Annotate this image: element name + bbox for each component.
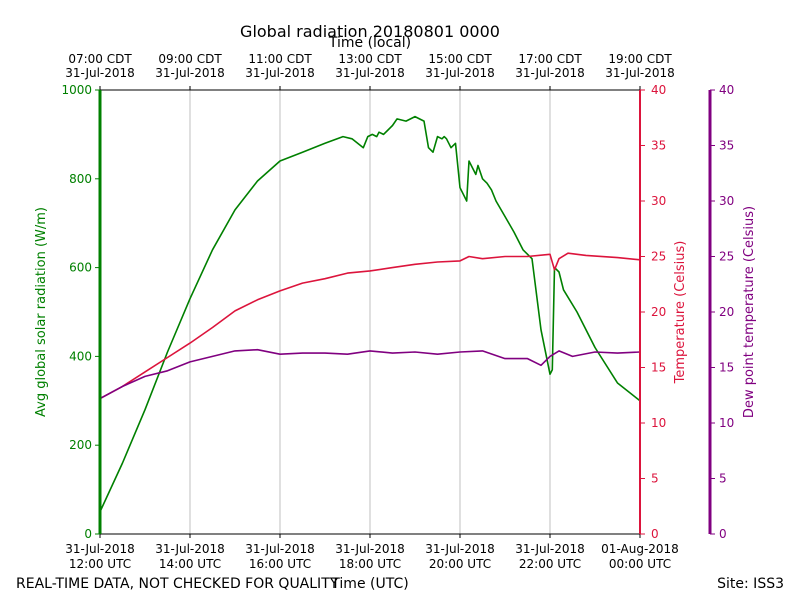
temperature-tick-label: 25 xyxy=(651,250,666,264)
bottom-tick-label: 31-Jul-2018 xyxy=(155,542,225,556)
temperature-tick-label: 35 xyxy=(651,139,666,153)
dewpoint-axis-label: Dew point temperature (Celsius) xyxy=(742,206,757,418)
radiation-tick-label: 200 xyxy=(69,438,92,452)
series-layer xyxy=(99,115,641,513)
dewpoint-tick-label: 30 xyxy=(719,194,734,208)
radiation-tick-label: 400 xyxy=(69,349,92,363)
dewpoint-tick-label: 15 xyxy=(719,361,734,375)
dewpoint-tick-label: 0 xyxy=(719,527,727,541)
top-tick-label: 19:00 CDT xyxy=(608,52,672,66)
top-tick-label: 11:00 CDT xyxy=(248,52,312,66)
temperature-line xyxy=(99,252,641,400)
bottom-tick-label: 31-Jul-2018 xyxy=(425,542,495,556)
grid xyxy=(189,90,551,534)
top-tick-label: 13:00 CDT xyxy=(338,52,402,66)
bottom-tick-label: 18:00 UTC xyxy=(339,557,401,571)
dewpoint-tick-label: 10 xyxy=(719,416,734,430)
dewpoint-tick-label: 25 xyxy=(719,250,734,264)
dewpoint-tick-label: 20 xyxy=(719,305,734,319)
top-tick-label: 09:00 CDT xyxy=(158,52,222,66)
bottom-tick-label: 31-Jul-2018 xyxy=(515,542,585,556)
bottom-tick-label: 31-Jul-2018 xyxy=(65,542,135,556)
bottom-tick-label: 01-Aug-2018 xyxy=(601,542,679,556)
top-tick-label: 31-Jul-2018 xyxy=(245,66,315,80)
radiation-tick-label: 0 xyxy=(84,527,92,541)
top-axis-label: Time (local) xyxy=(328,35,411,51)
bottom-tick-label: 31-Jul-2018 xyxy=(335,542,405,556)
top-tick-label: 31-Jul-2018 xyxy=(65,66,135,80)
bottom-tick-label: 22:00 UTC xyxy=(519,557,581,571)
radiation-tick-label: 1000 xyxy=(61,83,92,97)
site-label: Site: ISS3 xyxy=(717,576,784,592)
top-tick-label: 31-Jul-2018 xyxy=(425,66,495,80)
radiation-line xyxy=(99,115,641,513)
dewpoint-line xyxy=(99,348,641,400)
temperature-tick-label: 20 xyxy=(651,305,666,319)
radiation-tick-label: 800 xyxy=(69,172,92,186)
top-tick-label: 07:00 CDT xyxy=(68,52,132,66)
temperature-tick-label: 0 xyxy=(651,527,659,541)
bottom-axis-label: Time (UTC) xyxy=(330,576,408,592)
bottom-tick-label: 20:00 UTC xyxy=(429,557,491,571)
top-tick-label: 31-Jul-2018 xyxy=(605,66,675,80)
top-tick-label: 17:00 CDT xyxy=(518,52,582,66)
radiation-axis-label: Avg global solar radiation (W/m) xyxy=(34,207,49,417)
bottom-tick-label: 14:00 UTC xyxy=(159,557,221,571)
temperature-tick-label: 40 xyxy=(651,83,666,97)
top-tick-label: 31-Jul-2018 xyxy=(155,66,225,80)
temperature-tick-label: 5 xyxy=(651,472,659,486)
top-tick-label: 31-Jul-2018 xyxy=(515,66,585,80)
bottom-tick-label: 31-Jul-2018 xyxy=(245,542,315,556)
dewpoint-tick-label: 35 xyxy=(719,139,734,153)
bottom-tick-label: 00:00 UTC xyxy=(609,557,671,571)
temperature-axis-label: Temperature (Celsius) xyxy=(673,241,688,385)
dewpoint-tick-label: 40 xyxy=(719,83,734,97)
chart-title: Global radiation 20180801 0000 xyxy=(240,22,500,41)
quality-notice: REAL-TIME DATA, NOT CHECKED FOR QUALITY xyxy=(16,576,339,592)
radiation-tick-label: 600 xyxy=(69,261,92,275)
bottom-tick-label: 12:00 UTC xyxy=(69,557,131,571)
temperature-tick-label: 10 xyxy=(651,416,666,430)
temperature-tick-label: 30 xyxy=(651,194,666,208)
top-tick-label: 31-Jul-2018 xyxy=(335,66,405,80)
top-tick-label: 15:00 CDT xyxy=(428,52,492,66)
dewpoint-tick-label: 5 xyxy=(719,472,727,486)
bottom-tick-label: 16:00 UTC xyxy=(249,557,311,571)
temperature-tick-label: 15 xyxy=(651,361,666,375)
